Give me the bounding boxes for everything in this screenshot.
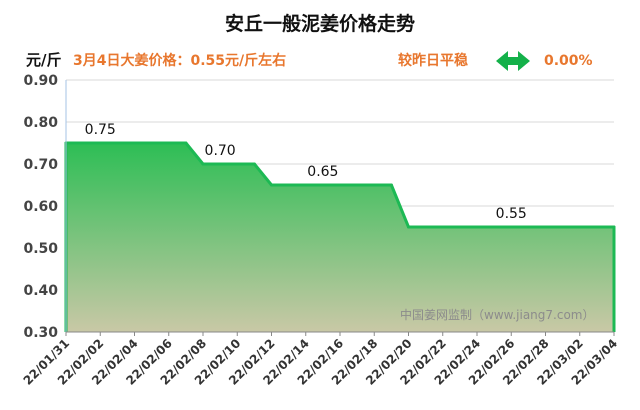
data-point — [407, 225, 410, 229]
double-arrow-icon — [496, 51, 530, 71]
compare-label: 较昨日平稳 — [398, 52, 468, 69]
y-tick-label: 0.40 — [23, 283, 58, 299]
change-value: 0.00% — [544, 53, 593, 69]
data-label: 0.65 — [307, 164, 338, 180]
price-area — [66, 143, 614, 332]
y-tick-label: 0.70 — [23, 157, 58, 173]
y-tick-label: 0.50 — [23, 241, 58, 257]
data-point — [201, 162, 205, 166]
data-point — [184, 141, 188, 145]
data-point — [612, 225, 616, 229]
data-label: 0.75 — [85, 122, 116, 138]
unit-label: 元/斤 — [26, 51, 61, 69]
y-tick-label: 0.60 — [23, 199, 58, 215]
price-line — [64, 141, 616, 332]
plot-area — [64, 141, 616, 332]
data-label: 0.70 — [205, 143, 236, 159]
data-point — [270, 183, 273, 187]
labels: 0.75 0.70 0.65 0.55 — [85, 122, 527, 222]
data-point — [252, 162, 256, 166]
y-tick-label: 0.90 — [23, 73, 58, 89]
data-point — [389, 183, 393, 187]
watermark: 中国姜网监制（www.jiang7.com） — [400, 307, 594, 322]
y-tick-label: 0.30 — [23, 325, 58, 341]
y-tick-label: 0.80 — [23, 115, 58, 131]
data-label: 0.55 — [496, 206, 527, 222]
chart-title: 安丘一般泥姜价格走势 — [225, 12, 415, 35]
price-note: 3月4日大姜价格：0.55元/斤左右 — [73, 52, 286, 69]
